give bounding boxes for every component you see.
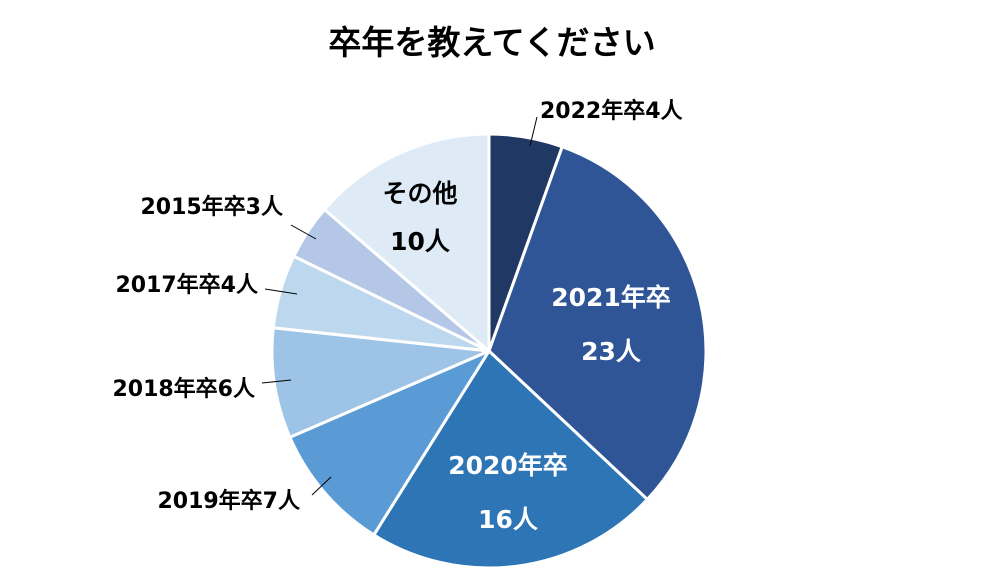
slice-data-label: 2022年卒4人 [540,98,683,124]
slice-data-label: 2018年卒6人 [112,376,255,402]
slice-category-label: 2020年卒 [448,451,568,480]
slice-category-label: その他 [382,179,457,208]
slice-data-label: 2019年卒7人 [157,488,300,514]
pie-slice [322,132,491,353]
slice-value-label: 10人 [390,227,450,256]
leader-line [290,224,317,240]
leader-line [311,476,332,496]
chart-title: 卒年を教えてください [328,23,655,62]
pie-slice [270,326,491,439]
slice-data-label: 2017年卒4人 [115,272,258,298]
leader-line [264,288,298,295]
slice-value-label: 23人 [581,337,641,366]
slice-category-label: 2021年卒 [551,283,671,312]
slice-value-label: 16人 [478,505,538,534]
leader-lines [261,116,538,496]
slice-labels: 2022年卒4人 2021年卒 23人 2020年卒 16人 2019年卒7人 2018年卒… [112,98,682,534]
leader-line [529,116,538,147]
slice-data-label: 2015年卒3人 [140,194,283,220]
pie-slice [288,349,491,537]
leader-line [261,379,292,384]
pie-slice [487,145,708,501]
pie-slices [270,132,708,570]
pie-slice [372,349,649,570]
